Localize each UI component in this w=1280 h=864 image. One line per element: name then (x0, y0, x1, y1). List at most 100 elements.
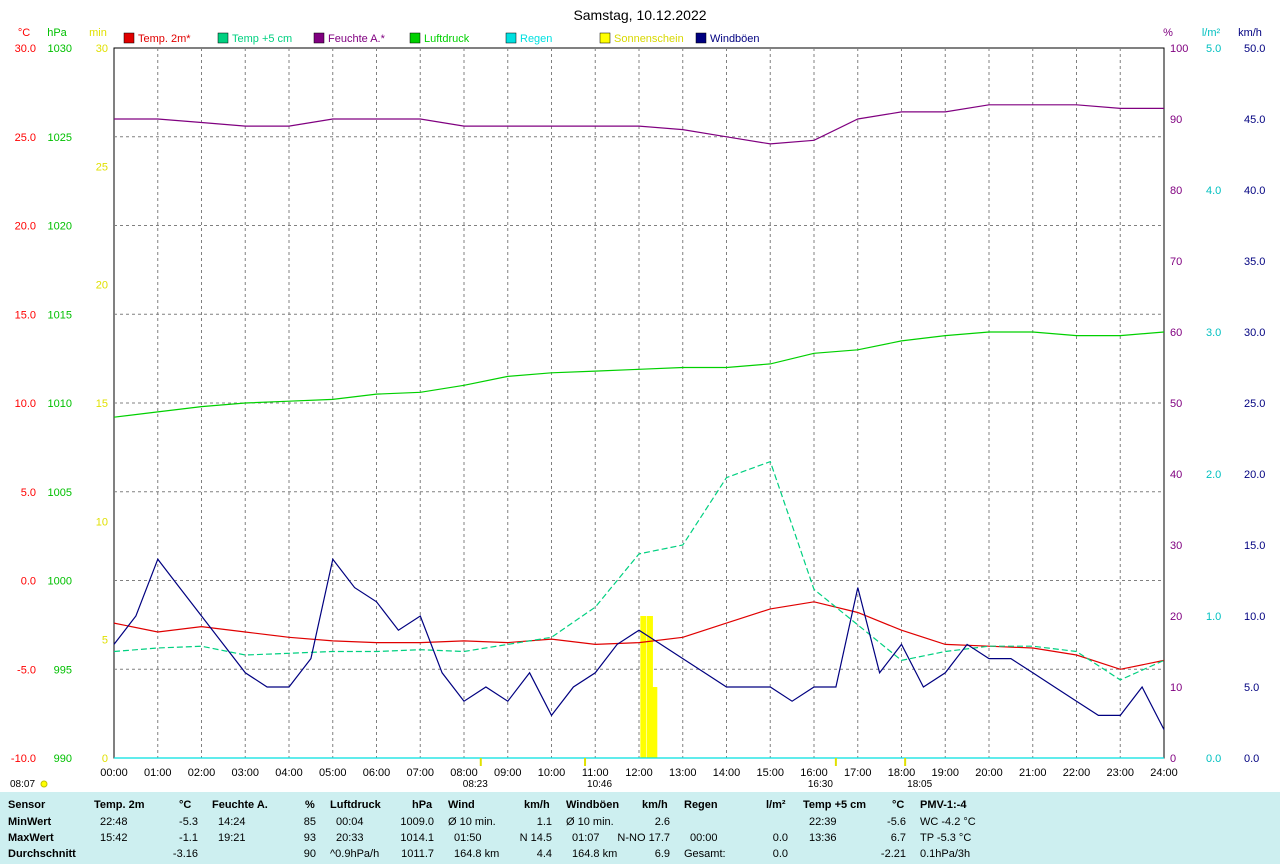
x-tick-label: 17:00 (844, 767, 872, 779)
wind-tick-label: 40.0 (1244, 185, 1265, 197)
feuchte-avg-value: 90 (303, 848, 316, 860)
x-tick-label: 04:00 (275, 767, 303, 779)
x-tick-label: 05:00 (319, 767, 347, 779)
sunshine-tick-label: 0 (102, 753, 108, 765)
legend-swatch (313, 32, 325, 44)
x-tick-label: 18:00 (888, 767, 916, 779)
wind-tick-label: 20.0 (1244, 469, 1265, 481)
x-tick-label: 12:00 (625, 767, 653, 779)
x-tick-label: 00:00 (100, 767, 128, 779)
humidity-tick-label: 100 (1170, 43, 1188, 55)
series-line (113, 460, 1165, 681)
luftdruck-max-value: 1014.1 (400, 832, 434, 844)
pressure-tick-label: 990 (54, 753, 72, 765)
temp5cm-min-time: 22:39 (809, 816, 837, 828)
temp-tick-label: 25.0 (15, 132, 36, 144)
pressure-tick-label: 1020 (48, 221, 72, 233)
x-tick-label: 24:00 (1150, 767, 1178, 779)
temp2m-header: Temp. 2m (94, 799, 145, 811)
x-tick-label: 10:00 (538, 767, 566, 779)
series-line (113, 557, 1165, 730)
weather-chart: Samstag, 10.12.2022 Temp. 2m* Temp +5 cm F… (10, 7, 1265, 790)
legend-label: Windböen (710, 33, 760, 45)
humidity-tick-label: 0 (1170, 753, 1176, 765)
wind-tick-label: 5.0 (1244, 682, 1259, 694)
sunset-label: 16:30 (808, 779, 833, 790)
legend-label: Sonnenschein (614, 33, 684, 45)
luftdruck-trend: ^0.9hPa/h (330, 848, 380, 860)
series-lines (113, 104, 1165, 759)
row-label-min: MinWert (8, 816, 52, 828)
wind-distance: 164.8 km (454, 848, 500, 860)
sunshine-bar (640, 616, 647, 758)
x-tick-label: 21:00 (1019, 767, 1047, 779)
temp2m-max-time: 15:42 (100, 832, 128, 844)
rain-tick-label: 0.0 (1206, 753, 1221, 765)
sunshine-bar (646, 616, 653, 758)
windboeen-distance: 164.8 km (572, 848, 618, 860)
legend-swatch (505, 32, 517, 44)
wind-tick-label: 15.0 (1244, 540, 1265, 552)
regen-header: Regen (684, 799, 718, 811)
windboeen-max-time: 01:07 (572, 832, 600, 844)
legend-swatch (217, 32, 229, 44)
x-tick-label: 22:00 (1063, 767, 1091, 779)
legend-swatch (123, 32, 135, 44)
x-tick-label: 23:00 (1106, 767, 1134, 779)
x-tick-label: 16:00 (800, 767, 828, 779)
humidity-tick-label: 50 (1170, 398, 1182, 410)
humidity-axis-unit: % (1163, 27, 1173, 39)
feuchte-min-time: 14:24 (218, 816, 246, 828)
temp2m-max-value: -1.1 (179, 832, 198, 844)
humidity-tick-label: 60 (1170, 327, 1182, 339)
feuchte-header: Feuchte A. (212, 799, 268, 811)
humidity-tick-label: 90 (1170, 114, 1182, 126)
x-tick-label: 09:00 (494, 767, 522, 779)
temp5cm-max-value: 6.7 (890, 832, 906, 844)
legend-label: Temp. 2m* (138, 33, 191, 45)
humidity-tick-label: 70 (1170, 256, 1182, 268)
rain-tick-label: 4.0 (1206, 185, 1221, 197)
wind-tick-label: 50.0 (1244, 43, 1265, 55)
wind-avg10-label: Ø 10 min. (448, 816, 496, 828)
pressure-axis-unit: hPa (47, 27, 67, 39)
x-tick-label: 15:00 (756, 767, 784, 779)
regen-unit: l/m² (766, 799, 786, 811)
wind-tick-label: 45.0 (1244, 114, 1265, 126)
wind-avg10-value: 1.1 (536, 816, 552, 828)
sunshine-tick-label: 25 (96, 161, 108, 173)
humidity-tick-label: 80 (1170, 185, 1182, 197)
solar-noon-label: 10:46 (587, 779, 612, 790)
windboeen-avg10-value: 2.6 (654, 816, 670, 828)
pressure-tick-label: 1010 (48, 398, 72, 410)
x-tick-label: 06:00 (363, 767, 391, 779)
temp-tick-label: 15.0 (15, 309, 36, 321)
temp2m-min-value: -5.3 (179, 816, 198, 828)
feuchte-max-value: 93 (303, 832, 316, 844)
humidity-tick-label: 30 (1170, 540, 1182, 552)
luftdruck-unit: hPa (412, 799, 433, 811)
regen-total-value: 0.0 (772, 848, 788, 860)
sunshine-tick-label: 20 (96, 280, 108, 292)
rain-axis-unit: l/m² (1202, 27, 1221, 39)
pressure-tick-label: 995 (54, 664, 72, 676)
rain-tick-label: 1.0 (1206, 611, 1221, 623)
summary-table: Sensor MinWert MaxWert Durchschnitt Temp… (0, 792, 1280, 864)
legend-label: Regen (520, 33, 552, 45)
temp-axis-unit: °C (18, 27, 30, 39)
x-tick-label: 03:00 (231, 767, 259, 779)
temp2m-min-time: 22:48 (100, 816, 128, 828)
sunshine-axis-unit: min (89, 27, 107, 39)
pressure-tick-label: 1000 (48, 576, 72, 588)
windboeen-header: Windböen (566, 799, 620, 811)
humidity-tick-label: 20 (1170, 611, 1182, 623)
pmv-pressure-trend: 0.1hPa/3h (920, 848, 971, 860)
chart-legend: Temp. 2m* Temp +5 cm Feuchte A.* Luftdruck R… (123, 32, 760, 45)
wind-tick-label: 35.0 (1244, 256, 1265, 268)
wind-tick-label: 10.0 (1244, 611, 1265, 623)
feuchte-unit: % (305, 799, 315, 811)
feuchte-min-value: 85 (303, 816, 316, 828)
x-tick-label: 20:00 (975, 767, 1003, 779)
chart-title: Samstag, 10.12.2022 (573, 7, 706, 23)
windboeen-avg-value: 6.9 (654, 848, 670, 860)
